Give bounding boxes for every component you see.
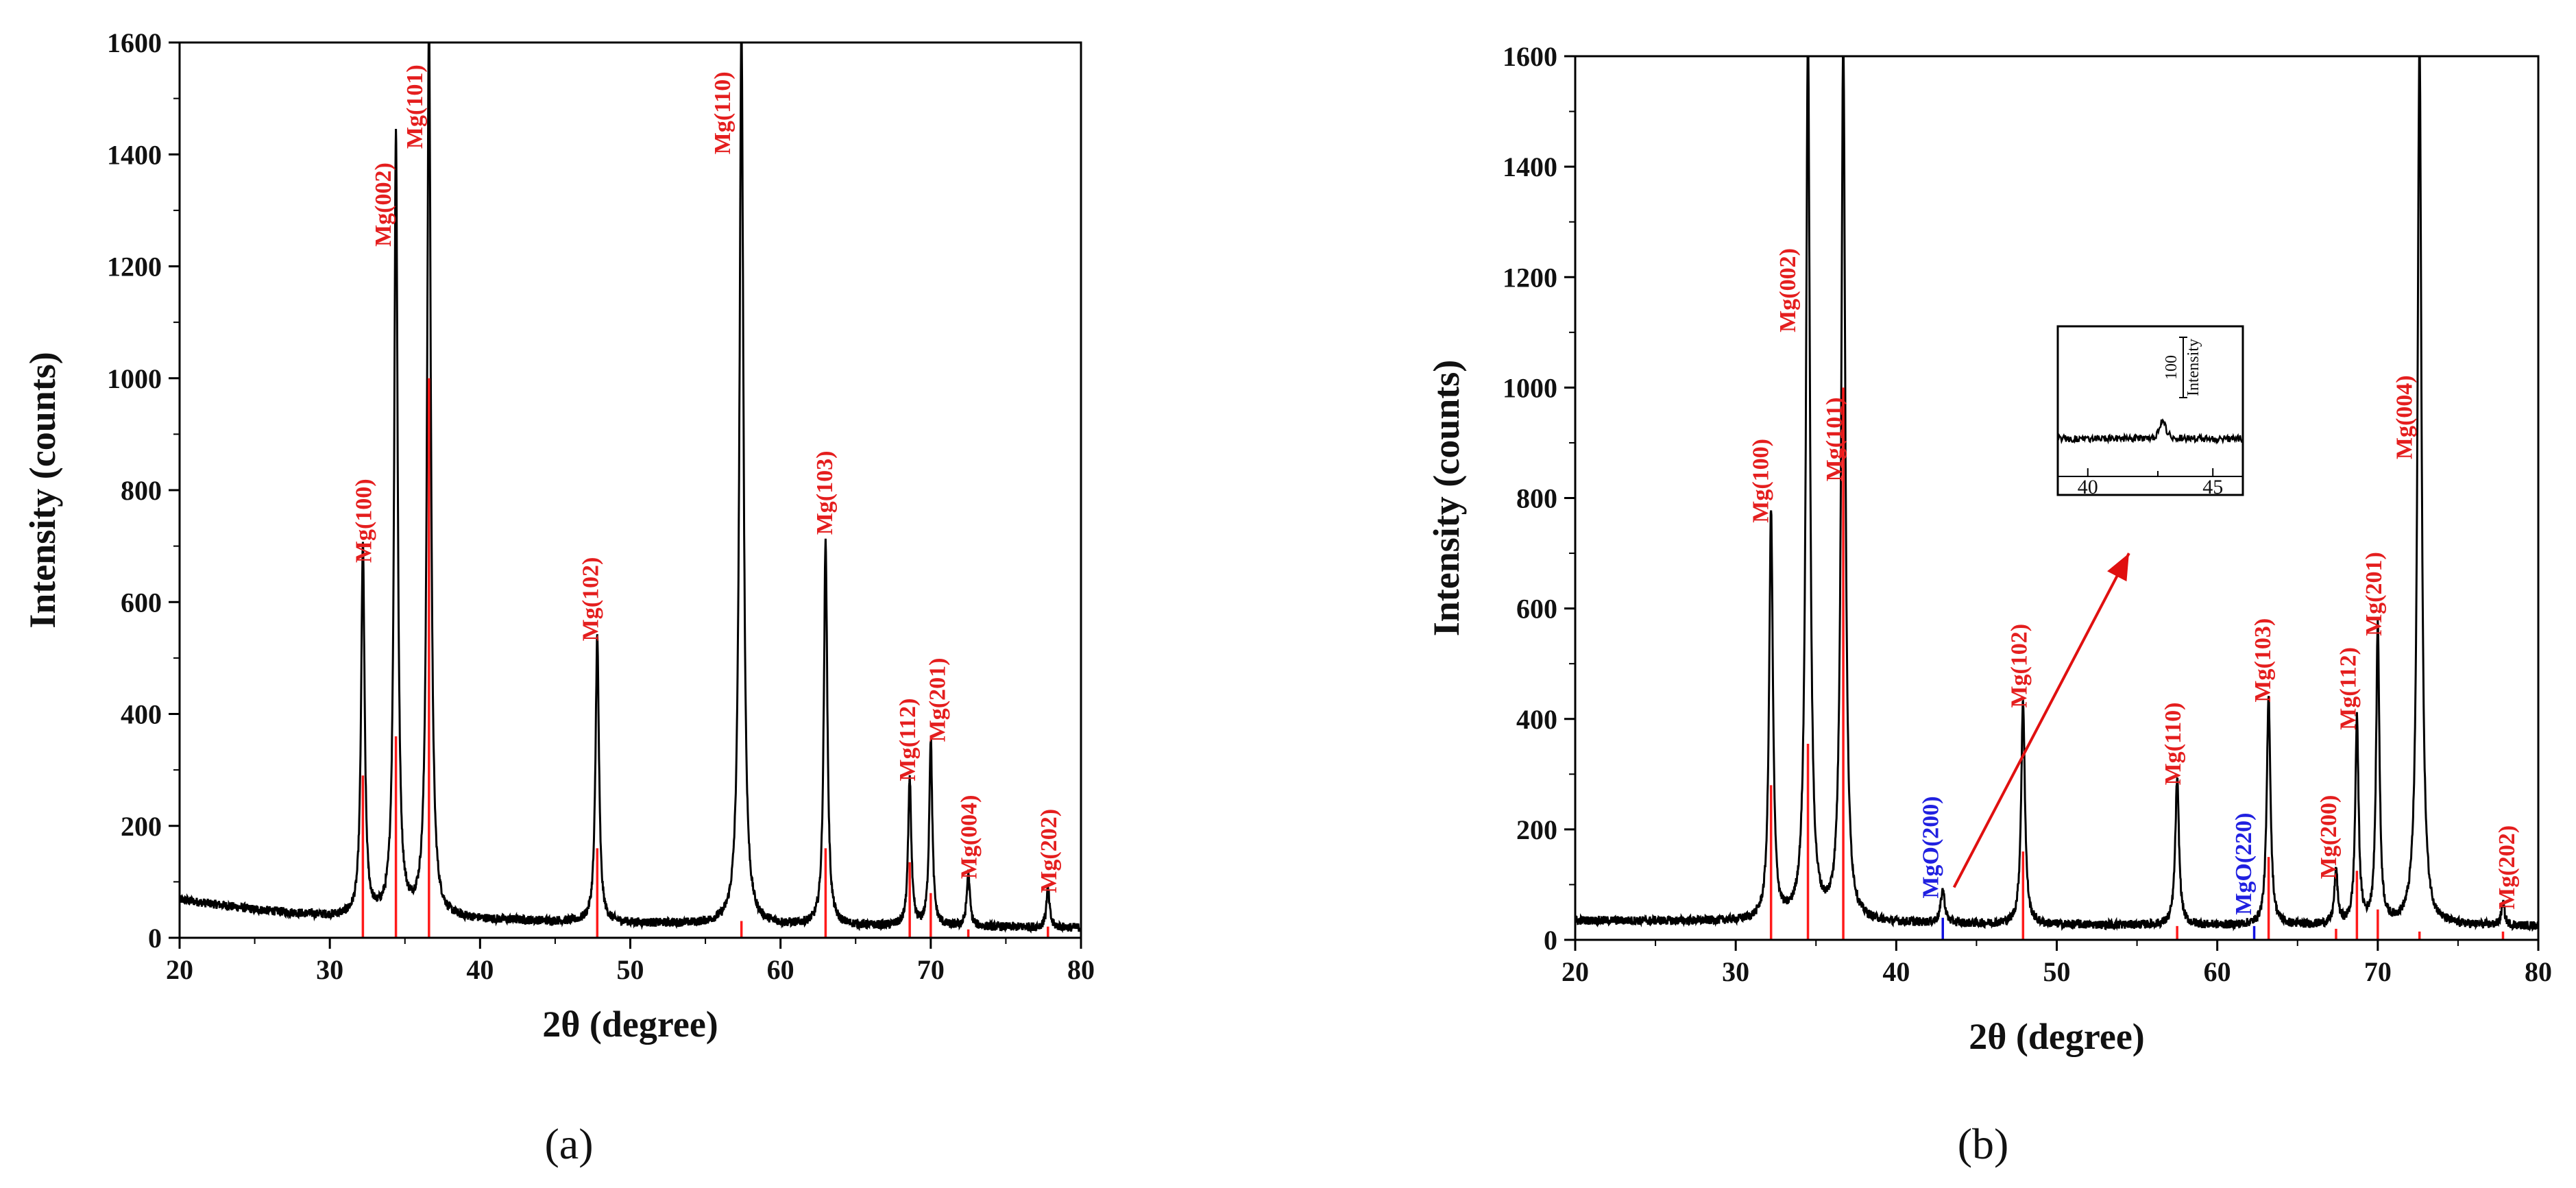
mgo-peak-label: MgO(200) bbox=[1919, 796, 1944, 898]
y-tick-label: 600 bbox=[121, 587, 162, 618]
y-tick-label: 0 bbox=[1544, 925, 1557, 956]
y-tick-label: 1400 bbox=[1503, 151, 1557, 182]
mg-peak-label: Mg(102) bbox=[578, 557, 603, 642]
inset-x-tick-label: 45 bbox=[2202, 476, 2223, 498]
y-tick-label: 800 bbox=[121, 475, 162, 506]
x-tick-label: 70 bbox=[917, 954, 945, 985]
inset-x-tick-label: 40 bbox=[2078, 476, 2098, 498]
x-axis-title: 2θ (degree) bbox=[1969, 1016, 2145, 1057]
panel-label: (b) bbox=[1958, 1119, 2009, 1168]
mg-peak-label: Mg(110) bbox=[2161, 703, 2186, 786]
panel-label: (a) bbox=[544, 1119, 593, 1168]
plot-frame bbox=[1574, 55, 2540, 941]
mg-peak-label: Mg(103) bbox=[812, 451, 838, 535]
x-tick-label: 50 bbox=[617, 954, 644, 985]
x-tick-label: 80 bbox=[2525, 956, 2552, 987]
mg-peak-label: Mg(202) bbox=[1036, 809, 1062, 893]
x-tick-label: 20 bbox=[166, 954, 193, 985]
y-tick-label: 400 bbox=[1516, 704, 1557, 735]
mg-peak-label: Mg(100) bbox=[351, 478, 376, 563]
plot-frame bbox=[178, 41, 1082, 939]
inset-arrow bbox=[1952, 553, 2130, 888]
x-tick-label: 20 bbox=[1562, 956, 1589, 987]
mg-peak-label: Mg(200) bbox=[2316, 795, 2342, 880]
chart-panel-b: 20 30 40 50 60 70 8002004006008001000120014001… bbox=[1426, 41, 2552, 1168]
x-tick-label: 40 bbox=[466, 954, 494, 985]
x-tick-label: 40 bbox=[1882, 956, 1910, 987]
x-tick-label: 30 bbox=[316, 954, 343, 985]
mg-peak-label: Mg(002) bbox=[371, 162, 396, 247]
y-tick-label: 1400 bbox=[107, 139, 162, 170]
mg-peak-label: Mg(100) bbox=[1748, 439, 1773, 523]
y-axis-title: Intensity (counts) bbox=[22, 352, 63, 629]
mgo-peak-label: MgO(220) bbox=[2231, 813, 2257, 915]
mg-peak-label: Mg(103) bbox=[2250, 618, 2276, 703]
y-tick-label: 0 bbox=[148, 923, 162, 954]
x-tick-label: 80 bbox=[1067, 954, 1095, 985]
inset-frame bbox=[2056, 325, 2244, 496]
y-tick-label: 200 bbox=[1516, 814, 1557, 845]
mg-peak-label: Mg(004) bbox=[2392, 375, 2417, 459]
x-tick-label: 70 bbox=[2364, 956, 2392, 987]
x-tick-label: 30 bbox=[1722, 956, 1749, 987]
inset-scale-axis-label: Intensity bbox=[2185, 339, 2202, 396]
x-axis-title: 2θ (degree) bbox=[542, 1004, 718, 1045]
mg-peak-label: Mg(202) bbox=[2494, 825, 2520, 910]
y-tick-label: 800 bbox=[1516, 483, 1557, 514]
mg-peak-label: Mg(101) bbox=[402, 64, 428, 149]
y-axis-title: Intensity (counts) bbox=[1426, 360, 1467, 637]
x-tick-label: 50 bbox=[2043, 956, 2071, 987]
y-tick-label: 1000 bbox=[107, 363, 162, 394]
y-tick-label: 1200 bbox=[107, 252, 162, 282]
mg-peak-label: Mg(112) bbox=[895, 699, 921, 781]
y-tick-label: 1000 bbox=[1503, 372, 1557, 403]
y-tick-label: 600 bbox=[1516, 594, 1557, 625]
mg-peak-label: Mg(110) bbox=[710, 71, 736, 154]
y-tick-label: 1600 bbox=[107, 27, 162, 58]
inset-trace bbox=[2056, 418, 2243, 445]
y-tick-label: 400 bbox=[121, 699, 162, 730]
y-tick-label: 1200 bbox=[1503, 262, 1557, 293]
mg-peak-label: Mg(004) bbox=[957, 795, 982, 880]
mg-peak-label: Mg(101) bbox=[1822, 398, 1847, 482]
y-tick-label: 200 bbox=[121, 811, 162, 842]
chart-panel-a: 20 30 40 50 60 70 8002004006008001000120014001… bbox=[22, 27, 1095, 1168]
mg-peak-label: Mg(002) bbox=[1775, 248, 1801, 332]
diffraction-trace bbox=[180, 43, 1081, 934]
mg-peak-label: Mg(112) bbox=[2335, 647, 2361, 730]
diffraction-trace bbox=[1575, 56, 2538, 932]
inset-scale-label: 100 bbox=[2163, 355, 2180, 380]
inset-arrow-head bbox=[2107, 553, 2129, 582]
y-tick-label: 1600 bbox=[1503, 41, 1557, 72]
mg-peak-label: Mg(201) bbox=[925, 658, 951, 742]
x-tick-label: 60 bbox=[767, 954, 794, 985]
mg-peak-label: Mg(102) bbox=[2006, 624, 2032, 708]
x-tick-label: 60 bbox=[2204, 956, 2231, 987]
mg-peak-label: Mg(201) bbox=[2361, 552, 2387, 636]
